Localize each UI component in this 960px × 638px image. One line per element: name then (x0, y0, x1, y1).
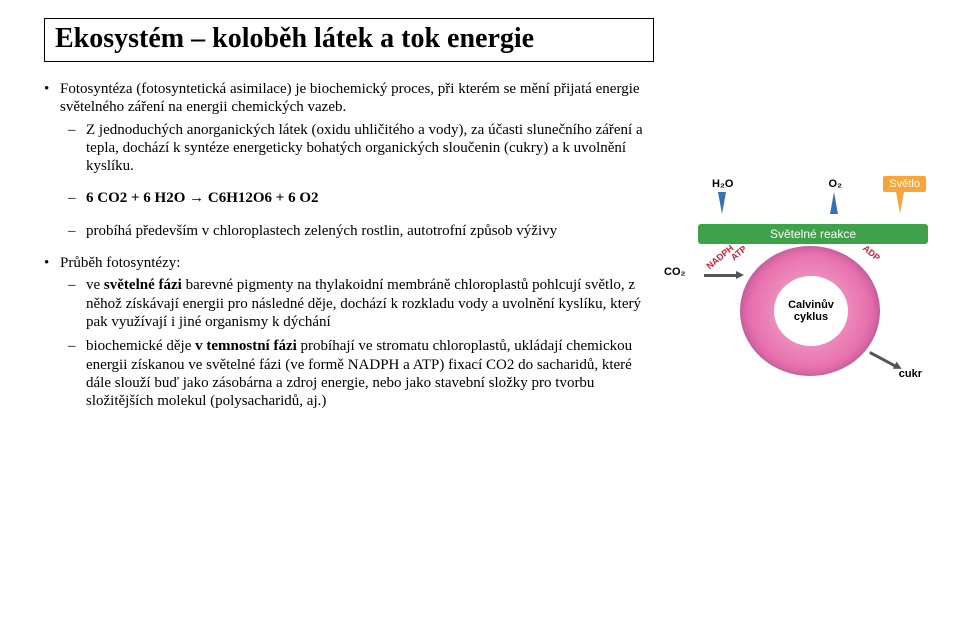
text: Z jednoduchých anorganických látek (oxid… (86, 122, 643, 175)
bullet-anorg: Z jednoduchých anorganických látek (oxid… (60, 121, 650, 176)
bullet-prubeh: Průběh fotosyntézy: ve světelné fázi bar… (40, 254, 650, 410)
label-adp: ADP (861, 243, 882, 263)
bullet-svetelna-faze: ve světelné fázi barevné pigmenty na thy… (60, 276, 650, 331)
label-svetlo: Světlo (883, 176, 926, 192)
title-box: Ekosystém – koloběh látek a tok energie (44, 18, 654, 62)
label-cukr: cukr (899, 368, 922, 380)
text-bold: světelné fázi (104, 277, 182, 293)
label-h2o: H₂O (712, 178, 733, 190)
text: probíhá především v chloroplastech zelen… (86, 223, 557, 239)
equation: 6 CO2 + 6 H2O → C6H12O6 + 6 O2 (86, 190, 319, 206)
text-pre: biochemické děje (86, 338, 195, 354)
label-o2: O₂ (829, 178, 842, 190)
bullet-fotosynteza: Fotosyntéza (fotosyntetická asimilace) j… (40, 80, 650, 240)
bullet-temnostni-faze: biochemické děje v temnostní fázi probíh… (60, 337, 650, 410)
text: Fotosyntéza (fotosyntetická asimilace) j… (60, 81, 640, 115)
photosynthesis-diagram: Světlo H₂O O₂ Světelné reakce NADPH ATP … (660, 172, 940, 392)
bullet-chloroplast: probíhá především v chloroplastech zelen… (60, 222, 650, 240)
arrow-icon (830, 192, 838, 214)
bullet-equation: 6 CO2 + 6 H2O → C6H12O6 + 6 O2 (60, 189, 650, 207)
text: Průběh fotosyntézy: (60, 255, 180, 271)
page-title: Ekosystém – koloběh látek a tok energie (55, 23, 643, 55)
text-bold: v temnostní fázi (195, 338, 297, 354)
arrow-icon (704, 274, 738, 277)
label-co2: CO₂ (664, 266, 685, 278)
arrow-icon (869, 351, 897, 368)
text-pre: ve (86, 277, 104, 293)
arrow-icon (896, 192, 904, 214)
text-column: Fotosyntéza (fotosyntetická asimilace) j… (40, 80, 650, 424)
arrow-icon (718, 192, 726, 214)
label-svetelne-reakce: Světelné reakce (698, 224, 928, 244)
calvin-cycle-label: Calvinův cyklus (774, 276, 848, 346)
